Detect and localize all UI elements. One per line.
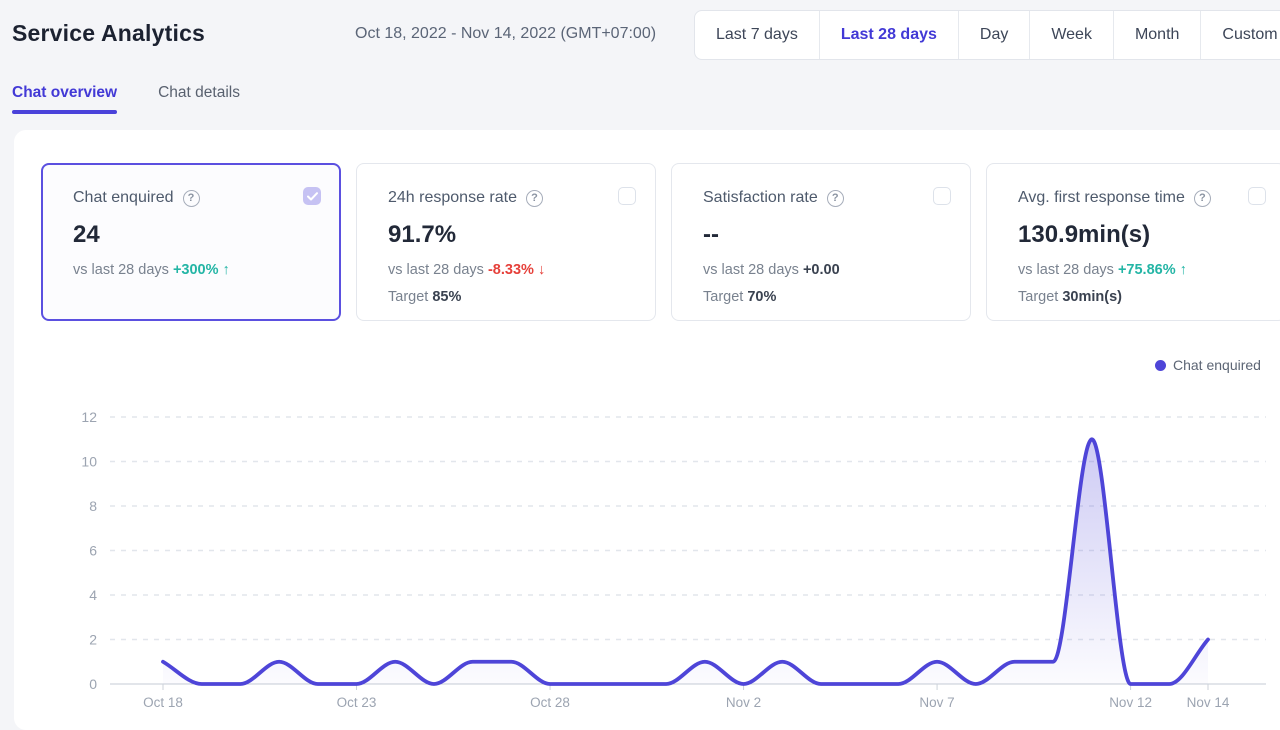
delta-value: +0.00 [802, 262, 840, 278]
metric-checkbox[interactable] [618, 187, 636, 205]
target-label: Target [388, 289, 429, 305]
metric-comparison: vs last 28 days +300% ↑ [73, 262, 321, 278]
help-icon[interactable]: ? [182, 189, 200, 207]
check-icon [306, 191, 318, 200]
metric-card-chat-enquired[interactable]: Chat enquired ? 24 vs last 28 days +300%… [41, 163, 341, 321]
svg-text:12: 12 [81, 409, 97, 425]
metric-cards-row: Chat enquired ? 24 vs last 28 days +300%… [41, 163, 1280, 321]
delta-value: +300% ↑ [172, 262, 230, 278]
range-button-week[interactable]: Week [1029, 11, 1113, 59]
svg-text:6: 6 [89, 543, 97, 559]
tab-bar: Chat overview Chat details [12, 84, 240, 120]
legend-dot-icon [1155, 359, 1166, 371]
arrow-up-icon: ↑ [222, 262, 230, 278]
x-axis-labels: Oct 18 Oct 23 Oct 28 Nov 2 Nov 7 Nov 12 Nov 14 [143, 684, 1230, 710]
arrow-down-icon: ↓ [537, 262, 546, 278]
svg-text:Nov 2: Nov 2 [726, 695, 761, 710]
metric-card-satisfaction-rate[interactable]: Satisfaction rate ? -- vs last 28 days +… [671, 163, 971, 321]
metric-card-24h-response-rate[interactable]: 24h response rate ? 91.7% vs last 28 day… [356, 163, 656, 321]
svg-text:4: 4 [89, 587, 97, 603]
target-value: 70% [747, 289, 777, 305]
date-range-label: Oct 18, 2022 - Nov 14, 2022 (GMT+07:00) [355, 25, 657, 42]
metric-comparison: vs last 28 days -8.33% ↓ [388, 262, 636, 278]
tab-chat-overview[interactable]: Chat overview [12, 84, 118, 120]
target-label: Target [703, 289, 744, 305]
vs-label: vs last 28 days [703, 262, 799, 278]
tab-chat-details[interactable]: Chat details [158, 84, 240, 101]
target-value: 30min(s) [1062, 289, 1122, 305]
help-icon[interactable]: ? [1193, 189, 1211, 207]
metric-label: Chat enquired [73, 189, 174, 206]
content-panel: Chat enquired ? 24 vs last 28 days +300%… [14, 130, 1280, 730]
y-axis-labels: 0 2 4 6 8 10 12 [81, 409, 97, 692]
svg-text:Nov 12: Nov 12 [1109, 695, 1152, 710]
page-title: Service Analytics [12, 20, 206, 46]
svg-text:10: 10 [81, 454, 97, 470]
metric-target: Target 30min(s) [1018, 289, 1266, 305]
range-button-last-28-days[interactable]: Last 28 days [818, 11, 958, 59]
delta-value: -8.33% ↓ [487, 262, 546, 278]
delta-value: +75.86% ↑ [1117, 262, 1187, 278]
target-label: Target [1018, 289, 1059, 305]
svg-text:Oct 18: Oct 18 [143, 695, 183, 710]
legend-label: Chat enquired [1173, 357, 1261, 373]
svg-text:0: 0 [89, 676, 97, 692]
target-value: 85% [432, 289, 462, 305]
help-icon[interactable]: ? [525, 189, 543, 207]
svg-text:8: 8 [89, 498, 97, 514]
metric-comparison: vs last 28 days +0.00 [703, 262, 951, 278]
metric-value: 91.7% [388, 221, 457, 248]
metric-card-avg-first-response-time[interactable]: Avg. first response time ? 130.9min(s) v… [986, 163, 1280, 321]
vs-label: vs last 28 days [1018, 262, 1114, 278]
svg-text:Nov 7: Nov 7 [919, 695, 954, 710]
metric-checkbox[interactable] [303, 187, 321, 205]
metric-label: Satisfaction rate [703, 189, 818, 206]
svg-text:Nov 14: Nov 14 [1187, 695, 1230, 710]
metric-label: Avg. first response time [1018, 189, 1185, 206]
series-line-chat-enquired [161, 437, 1210, 686]
help-icon[interactable]: ? [826, 189, 844, 207]
range-button-custom[interactable]: Custom [1200, 11, 1280, 59]
metric-checkbox[interactable] [1248, 187, 1266, 205]
area-fill [163, 439, 1208, 684]
range-button-day[interactable]: Day [957, 11, 1029, 59]
arrow-up-icon: ↑ [1179, 262, 1187, 278]
range-button-month[interactable]: Month [1112, 11, 1200, 59]
vs-label: vs last 28 days [388, 262, 484, 278]
metric-checkbox[interactable] [933, 187, 951, 205]
vs-label: vs last 28 days [73, 262, 169, 278]
range-button-last-7-days[interactable]: Last 7 days [695, 11, 819, 59]
chart-canvas: 0 2 4 6 8 10 12 Oct 18 Oct 23 Oct 28 Nov 2 Nov 7 Nov… [81, 409, 1266, 710]
chat-enquired-line-chart[interactable]: 0 2 4 6 8 10 12 Oct 18 Oct 23 Oct 28 Nov 2 Nov 7 Nov… [14, 400, 1280, 722]
svg-text:Oct 23: Oct 23 [337, 695, 377, 710]
metric-label: 24h response rate [388, 189, 517, 206]
metric-value: -- [703, 221, 719, 248]
svg-text:Oct 28: Oct 28 [530, 695, 570, 710]
metric-comparison: vs last 28 days +75.86% ↑ [1018, 262, 1266, 278]
metric-value: 130.9min(s) [1018, 221, 1151, 248]
time-range-selector: Last 7 days Last 28 days Day Week Month … [694, 10, 1280, 60]
svg-text:2: 2 [89, 632, 97, 648]
metric-value: 24 [73, 221, 100, 248]
metric-target: Target 70% [703, 289, 951, 305]
chart-legend: Chat enquired [1155, 357, 1261, 373]
metric-target: Target 85% [388, 289, 636, 305]
